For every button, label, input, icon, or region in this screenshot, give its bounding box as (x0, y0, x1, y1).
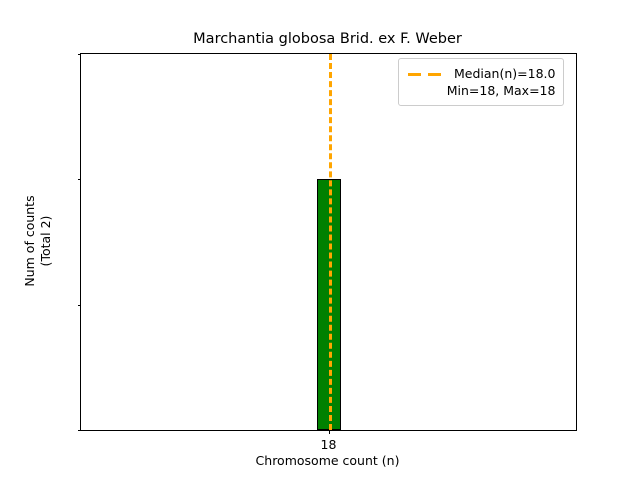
y-axis-tick (77, 54, 81, 55)
legend-entry: Median(n)=18.0 (407, 65, 555, 82)
x-axis-label: Chromosome count (n) (255, 453, 400, 468)
y-axis-label-line1: Num of counts (22, 195, 37, 287)
plot-inner (81, 54, 576, 430)
legend-entry-line2: Min=18, Max=18 (446, 83, 556, 98)
y-axis-tick (77, 179, 81, 181)
plot-area: 012318 (77, 53, 577, 452)
y-axis-tick (77, 304, 81, 306)
median-line (328, 54, 332, 430)
y-axis-label-line2: (Total 2) (38, 215, 53, 267)
chart-legend: Median(n)=18.0 Min=18, Max=18 (398, 58, 565, 106)
dashed-line-icon (407, 67, 445, 81)
chart-title: Marchantia globosa Brid. ex F. Weber (193, 31, 462, 47)
x-axis-tick-label: 18 (320, 437, 337, 452)
y-axis-tick (77, 430, 81, 431)
y-axis-label: Num of counts (Total 2) (22, 53, 62, 429)
x-axis-tick (328, 430, 330, 434)
legend-entry-line1: Median(n)=18.0 (454, 66, 556, 81)
legend-entry-sub: Min=18, Max=18 (407, 82, 556, 99)
